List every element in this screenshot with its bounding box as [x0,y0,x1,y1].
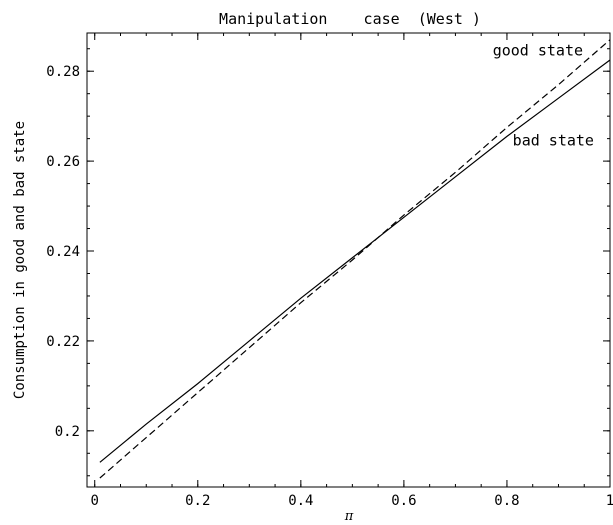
plot-frame [86,32,611,488]
annotation-layer: good state bad state [493,41,594,149]
y-tick-label: 0.28 [46,64,80,80]
y-tick-label: 0.22 [46,334,80,350]
y-tick-label: 0.26 [46,154,80,170]
y-axis-label: Consumption in good and bad state [12,121,28,399]
y-axis-ticks [87,48,610,477]
series-line-good-state [99,39,611,479]
series-line-bad-state [99,59,611,463]
x-tick-label: 0.6 [391,493,416,509]
chart-title: Manipulation case (West ) [219,10,481,28]
x-axis-label: π [344,509,354,524]
x-tick-label: 0 [91,493,99,509]
x-tick-label: 0.4 [288,493,313,509]
annotation-bad-state: bad state [513,131,594,149]
x-axis-tick-labels: 0 0.2 0.4 0.6 0.8 1 [91,493,613,509]
x-tick-label: 0.2 [185,493,210,509]
x-tick-label: 0.8 [494,493,519,509]
y-tick-label: 0.2 [55,424,80,440]
y-tick-label: 0.24 [46,244,80,260]
x-axis-ticks [94,33,611,487]
y-axis-tick-labels: 0.2 0.22 0.24 0.26 0.28 [46,64,80,440]
x-tick-label: 1 [606,493,613,509]
series-layer [99,39,611,479]
annotation-good-state: good state [493,41,583,59]
